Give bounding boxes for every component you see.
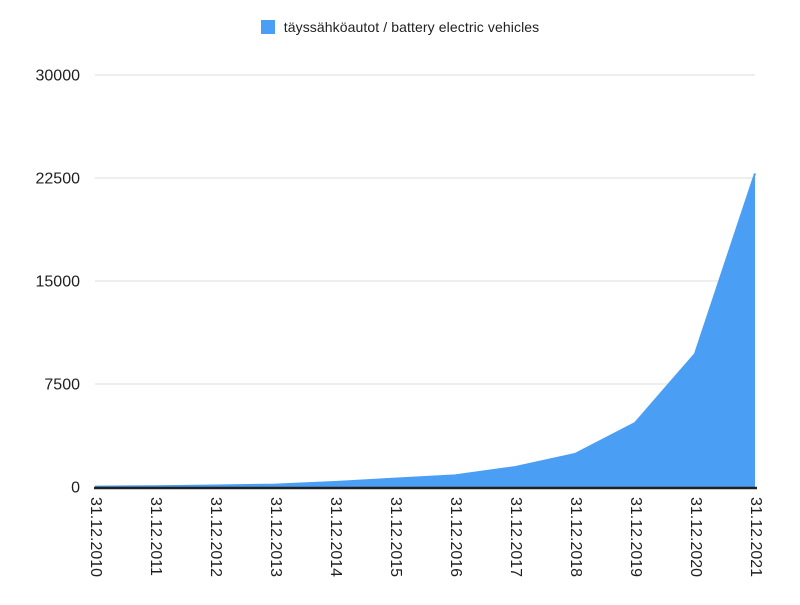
x-axis-label: 31.12.2021	[747, 497, 764, 577]
x-axis-label: 31.12.2015	[387, 497, 404, 577]
x-axis-label: 31.12.2013	[267, 497, 284, 577]
x-axis-label: 31.12.2020	[687, 497, 704, 577]
x-axis-label: 31.12.2016	[447, 497, 464, 577]
x-axis-label: 31.12.2011	[147, 497, 164, 576]
y-axis-label: 0	[71, 480, 80, 497]
x-axis-label: 31.12.2018	[567, 497, 584, 577]
series-outline	[94, 173, 756, 488]
x-axis-label: 31.12.2010	[87, 497, 104, 577]
y-axis-label: 22500	[36, 171, 81, 188]
area-series	[95, 173, 755, 487]
x-axis-label: 31.12.2017	[507, 497, 524, 577]
x-axis-label: 31.12.2014	[327, 497, 344, 577]
y-axis-label: 7500	[44, 377, 80, 394]
y-axis-label: 15000	[36, 274, 81, 291]
y-axis-label: 30000	[36, 68, 81, 85]
x-axis-label: 31.12.2012	[207, 497, 224, 577]
x-axis-label: 31.12.2019	[627, 497, 644, 577]
